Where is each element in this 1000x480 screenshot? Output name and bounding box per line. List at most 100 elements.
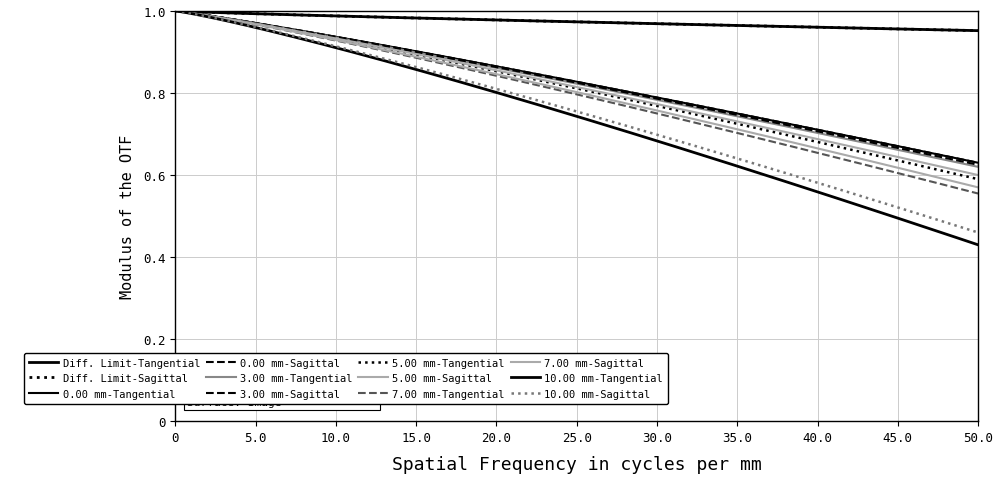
0.00 mm-Tangential (494, 65, 506, 71)
7.00 mm-Tangential (169, 9, 181, 15)
Line: 3.00 mm-Tangential: 3.00 mm-Tangential (175, 12, 978, 168)
7.00 mm-Tangential (810, 150, 822, 156)
0.00 mm-Sagittal (169, 9, 181, 15)
5.00 mm-Tangential (169, 9, 181, 15)
Text: Data for 0.2400 to 0.3600 μm
Surface: Image: Data for 0.2400 to 0.3600 μm Surface: Im… (187, 385, 376, 407)
X-axis label: Spatial Frequency in cycles per mm: Spatial Frequency in cycles per mm (392, 455, 762, 473)
Line: 5.00 mm-Sagittal: 5.00 mm-Sagittal (175, 12, 978, 176)
5.00 mm-Tangential (721, 119, 733, 125)
10.00 mm-Sagittal (795, 176, 807, 181)
7.00 mm-Sagittal (972, 185, 984, 191)
Line: 0.00 mm-Sagittal: 0.00 mm-Sagittal (175, 12, 978, 163)
5.00 mm-Sagittal (721, 117, 733, 123)
3.00 mm-Sagittal (494, 66, 506, 72)
Line: 5.00 mm-Tangential: 5.00 mm-Tangential (175, 12, 978, 180)
Line: Diff. Limit-Sagittal: Diff. Limit-Sagittal (175, 12, 978, 32)
7.00 mm-Tangential (494, 74, 506, 80)
Diff. Limit-Tangential (523, 19, 535, 24)
Diff. Limit-Sagittal (494, 18, 506, 24)
3.00 mm-Tangential (810, 131, 822, 136)
3.00 mm-Tangential (169, 9, 181, 15)
0.00 mm-Tangential (523, 71, 535, 76)
7.00 mm-Sagittal (169, 9, 181, 15)
0.00 mm-Sagittal (972, 160, 984, 166)
Y-axis label: Modulus of the OTF: Modulus of the OTF (120, 135, 135, 299)
0.00 mm-Sagittal (251, 21, 263, 27)
10.00 mm-Tangential (494, 91, 506, 97)
7.00 mm-Tangential (721, 128, 733, 134)
10.00 mm-Tangential (972, 242, 984, 248)
7.00 mm-Tangential (795, 146, 807, 152)
3.00 mm-Tangential (721, 112, 733, 118)
0.00 mm-Tangential (251, 21, 263, 27)
5.00 mm-Sagittal (523, 75, 535, 81)
0.00 mm-Sagittal (810, 127, 822, 133)
3.00 mm-Tangential (795, 127, 807, 133)
7.00 mm-Sagittal (810, 146, 822, 152)
3.00 mm-Sagittal (721, 110, 733, 116)
10.00 mm-Sagittal (972, 230, 984, 236)
0.00 mm-Sagittal (494, 65, 506, 71)
Line: 0.00 mm-Tangential: 0.00 mm-Tangential (175, 12, 978, 163)
0.00 mm-Tangential (810, 127, 822, 133)
Line: 7.00 mm-Sagittal: 7.00 mm-Sagittal (175, 12, 978, 188)
5.00 mm-Sagittal (169, 9, 181, 15)
5.00 mm-Tangential (810, 139, 822, 145)
Legend: Diff. Limit-Tangential, Diff. Limit-Sagittal, 0.00 mm-Tangential, 0.00 mm-Sagitt: Diff. Limit-Tangential, Diff. Limit-Sagi… (24, 353, 668, 404)
Diff. Limit-Tangential (721, 24, 733, 29)
0.00 mm-Sagittal (721, 109, 733, 115)
3.00 mm-Sagittal (523, 72, 535, 77)
0.00 mm-Tangential (169, 9, 181, 15)
10.00 mm-Sagittal (721, 153, 733, 159)
7.00 mm-Tangential (972, 191, 984, 197)
3.00 mm-Sagittal (169, 9, 181, 15)
Line: 7.00 mm-Tangential: 7.00 mm-Tangential (175, 12, 978, 194)
5.00 mm-Sagittal (494, 69, 506, 75)
3.00 mm-Sagittal (972, 163, 984, 168)
3.00 mm-Sagittal (795, 126, 807, 132)
5.00 mm-Sagittal (810, 136, 822, 142)
10.00 mm-Sagittal (251, 25, 263, 31)
5.00 mm-Tangential (251, 22, 263, 28)
7.00 mm-Sagittal (795, 142, 807, 148)
0.00 mm-Tangential (795, 124, 807, 130)
7.00 mm-Sagittal (494, 73, 506, 79)
5.00 mm-Tangential (523, 76, 535, 82)
5.00 mm-Sagittal (795, 133, 807, 139)
Diff. Limit-Sagittal (169, 9, 181, 15)
Diff. Limit-Sagittal (795, 25, 807, 31)
Diff. Limit-Sagittal (972, 29, 984, 35)
0.00 mm-Sagittal (795, 124, 807, 130)
10.00 mm-Tangential (251, 26, 263, 32)
10.00 mm-Tangential (169, 9, 181, 15)
3.00 mm-Tangential (494, 67, 506, 72)
5.00 mm-Tangential (795, 136, 807, 142)
Diff. Limit-Tangential (795, 25, 807, 31)
3.00 mm-Tangential (251, 22, 263, 27)
10.00 mm-Sagittal (494, 88, 506, 94)
Diff. Limit-Sagittal (523, 19, 535, 24)
10.00 mm-Tangential (721, 160, 733, 166)
7.00 mm-Sagittal (523, 79, 535, 85)
Line: Diff. Limit-Tangential: Diff. Limit-Tangential (175, 12, 978, 32)
Line: 3.00 mm-Sagittal: 3.00 mm-Sagittal (175, 12, 978, 166)
Diff. Limit-Tangential (169, 9, 181, 15)
Diff. Limit-Tangential (810, 25, 822, 31)
Diff. Limit-Sagittal (721, 24, 733, 29)
5.00 mm-Sagittal (972, 173, 984, 179)
5.00 mm-Sagittal (251, 22, 263, 28)
7.00 mm-Tangential (523, 81, 535, 87)
10.00 mm-Tangential (523, 100, 535, 106)
10.00 mm-Tangential (810, 189, 822, 195)
3.00 mm-Sagittal (251, 22, 263, 27)
3.00 mm-Tangential (523, 72, 535, 78)
Line: 10.00 mm-Tangential: 10.00 mm-Tangential (175, 12, 978, 245)
Diff. Limit-Sagittal (251, 12, 263, 18)
7.00 mm-Sagittal (721, 125, 733, 131)
10.00 mm-Sagittal (523, 96, 535, 102)
Line: 10.00 mm-Sagittal: 10.00 mm-Sagittal (175, 12, 978, 233)
0.00 mm-Tangential (972, 160, 984, 166)
5.00 mm-Tangential (494, 70, 506, 76)
Diff. Limit-Tangential (972, 29, 984, 35)
10.00 mm-Sagittal (810, 180, 822, 186)
